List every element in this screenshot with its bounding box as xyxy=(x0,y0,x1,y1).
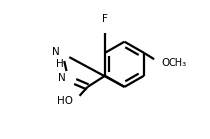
Text: HO: HO xyxy=(57,96,73,106)
Text: CH₃: CH₃ xyxy=(169,58,187,68)
Text: F: F xyxy=(102,14,108,24)
Text: O: O xyxy=(161,58,169,68)
Text: N: N xyxy=(52,47,60,57)
Text: N: N xyxy=(58,73,65,83)
Text: H: H xyxy=(56,59,64,69)
